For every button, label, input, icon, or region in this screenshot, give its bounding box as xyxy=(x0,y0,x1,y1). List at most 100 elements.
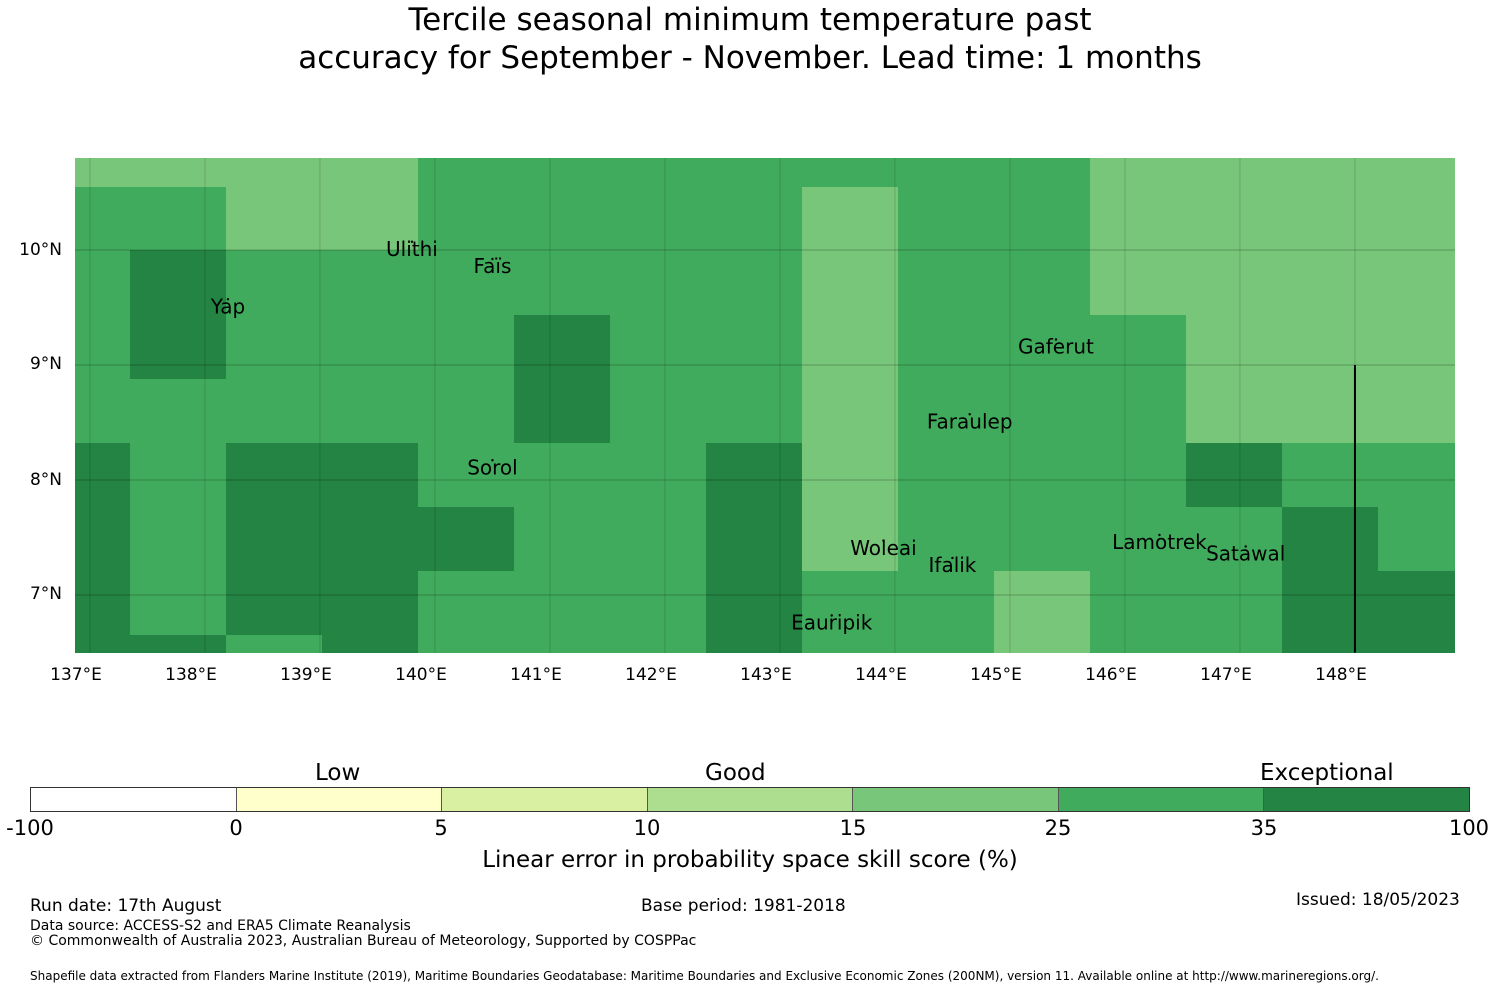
grid-cell xyxy=(130,443,227,508)
grid-cell xyxy=(130,315,227,380)
grid-cell xyxy=(802,187,899,251)
island-marker xyxy=(1054,338,1058,341)
grid-cell xyxy=(706,158,803,188)
y-tick-label-7n: 7°N xyxy=(29,584,62,604)
grid-cell xyxy=(898,315,995,380)
skill-score-map: Ulithi Faïs Yap Gaferut Faraulep Sorol Woleai I… xyxy=(75,158,1455,653)
grid-cell xyxy=(226,187,323,251)
grid-cell xyxy=(75,443,131,508)
y-tick-label-9n: 9°N xyxy=(29,354,62,374)
island-label: Ulithi xyxy=(386,237,438,261)
grid-cell xyxy=(1186,187,1283,251)
island-marker xyxy=(226,298,230,301)
grid-cell xyxy=(1282,571,1379,636)
grid-cell xyxy=(226,507,323,572)
grid-cell xyxy=(706,443,803,508)
grid-cell xyxy=(322,507,419,572)
island-marker xyxy=(491,257,494,261)
grid-cell xyxy=(75,379,131,444)
grid-cell xyxy=(994,443,1091,508)
grid-cell xyxy=(610,507,707,572)
island-marker xyxy=(968,413,971,416)
grid-cell xyxy=(1186,315,1283,380)
grid-cell xyxy=(802,250,899,316)
island-marker xyxy=(1244,545,1247,548)
colorbar-swatch-7 xyxy=(1264,788,1470,811)
island-label: Faraulep xyxy=(927,409,1013,433)
grid-cell xyxy=(610,315,707,380)
grid-cell xyxy=(1186,443,1283,508)
grid-cell xyxy=(706,250,803,316)
grid-cell xyxy=(610,250,707,316)
category-low: Low xyxy=(315,760,361,786)
grid-cell xyxy=(75,571,131,636)
colorbar-tick: 100 xyxy=(1448,816,1490,840)
grid-cell xyxy=(706,315,803,380)
grid-cell xyxy=(75,187,131,251)
grid-cell xyxy=(898,571,995,636)
grid-cell xyxy=(898,158,995,188)
grid-cell xyxy=(706,187,803,251)
colorbar-swatch-3 xyxy=(442,788,648,811)
colorbar-tick: 15 xyxy=(839,816,867,840)
x-tick-label-147e: 147°E xyxy=(1200,665,1252,685)
grid-cell xyxy=(1090,187,1187,251)
x-tick-label-140e: 140°E xyxy=(395,665,447,685)
grid-cell xyxy=(226,571,323,636)
grid-cell xyxy=(610,635,707,653)
grid-cell xyxy=(610,443,707,508)
island-label: Yap xyxy=(210,294,245,318)
grid-cell xyxy=(610,379,707,444)
grid-cell xyxy=(514,250,611,316)
colorbar-tick: -100 xyxy=(6,816,54,840)
colorbar-tick: 5 xyxy=(434,816,448,840)
grid-cell xyxy=(1378,507,1455,572)
map-title-line-2: accuracy for September - November. Lead … xyxy=(298,40,1202,76)
grid-cell xyxy=(1090,250,1187,316)
x-tick-label-141e: 141°E xyxy=(510,665,562,685)
grid-cell xyxy=(418,443,515,508)
grid-cell xyxy=(130,379,227,444)
grid-cell xyxy=(1282,507,1379,572)
grid-cell xyxy=(514,158,611,188)
grid-cell xyxy=(1378,250,1455,316)
grid-cell xyxy=(994,250,1091,316)
grid-cell xyxy=(610,158,707,188)
island-marker xyxy=(410,240,414,243)
island-marker xyxy=(491,459,494,462)
grid-cell xyxy=(130,158,227,188)
grid-cell xyxy=(1186,571,1283,636)
island-label: Lamotrek xyxy=(1112,530,1207,554)
x-tick-label-137e: 137°E xyxy=(50,665,102,685)
grid-cell xyxy=(1090,158,1187,188)
grid-cell xyxy=(706,635,803,653)
grid-cell xyxy=(75,315,131,380)
grid-cell xyxy=(418,315,515,380)
island-label: Gaferut xyxy=(1018,335,1094,359)
x-tick-label-145e: 145°E xyxy=(970,665,1022,685)
grid-cell xyxy=(802,158,899,188)
grid-cell xyxy=(514,315,611,380)
shapefile-credit: Shapefile data extracted from Flanders M… xyxy=(30,969,1379,983)
base-period: Base period: 1981-2018 xyxy=(641,896,846,916)
grid-cell xyxy=(898,635,995,653)
grid-cell xyxy=(418,158,515,188)
island-marker xyxy=(882,539,885,542)
grid-cell xyxy=(1378,158,1455,188)
grid-cell xyxy=(1186,507,1283,572)
grid-cell xyxy=(1282,250,1379,316)
y-tick-label-8n: 8°N xyxy=(29,470,62,490)
grid-cell xyxy=(75,635,131,653)
grid-cell xyxy=(898,379,995,444)
grid-cell xyxy=(130,635,227,653)
grid-cell xyxy=(322,315,419,380)
grid-cell xyxy=(994,635,1091,653)
x-tick-label-139e: 139°E xyxy=(280,665,332,685)
grid-cell xyxy=(1090,507,1187,572)
grid-cell xyxy=(1282,443,1379,508)
grid-cell xyxy=(322,379,419,444)
grid-cell xyxy=(418,507,515,572)
category-good: Good xyxy=(705,760,766,786)
grid-cell xyxy=(802,443,899,508)
y-tick-label-10n: 10°N xyxy=(19,240,62,260)
